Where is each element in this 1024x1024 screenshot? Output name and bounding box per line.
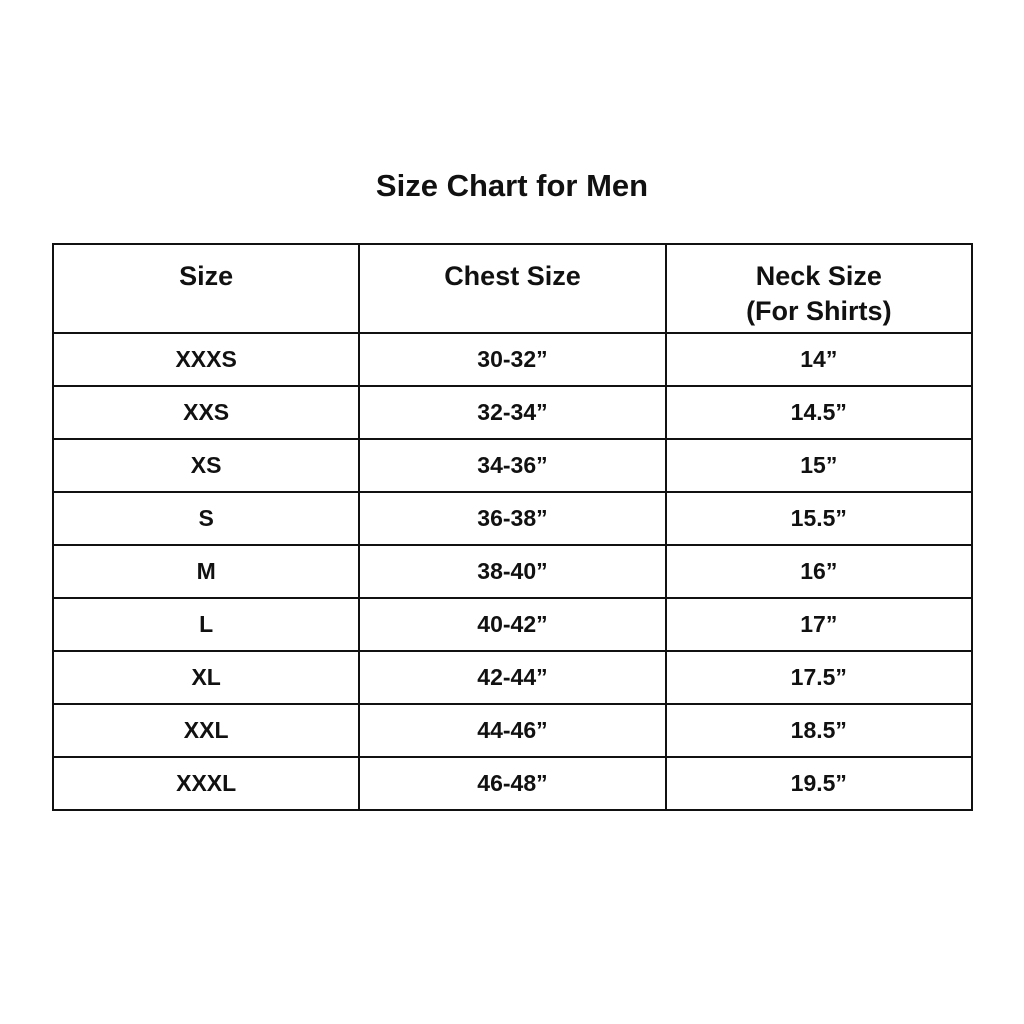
size-cell: XXS: [51, 385, 361, 440]
neck-cell: 19.5”: [664, 756, 974, 811]
header-neck-sublabel: (For Shirts): [746, 296, 892, 326]
size-table: Size Chest Size Neck Size (For Shirts) XX…: [51, 243, 974, 811]
size-cell: S: [51, 491, 361, 546]
table-row: XXXS 30-32” 14”: [51, 332, 974, 387]
header-neck-label: Neck Size: [755, 261, 882, 291]
neck-cell: 15”: [664, 438, 974, 493]
chest-cell: 34-36”: [358, 438, 667, 493]
chest-cell: 42-44”: [358, 650, 667, 705]
table-row: XXL 44-46” 18.5”: [51, 703, 974, 758]
neck-cell: 15.5”: [664, 491, 974, 546]
chest-cell: 32-34”: [358, 385, 667, 440]
table-row: L 40-42” 17”: [51, 597, 974, 652]
neck-cell: 18.5”: [664, 703, 974, 758]
table-row: XXS 32-34” 14.5”: [51, 385, 974, 440]
chest-cell: 36-38”: [358, 491, 667, 546]
chest-cell: 46-48”: [358, 756, 667, 811]
size-cell: XS: [51, 438, 361, 493]
header-size: Size: [51, 243, 361, 334]
chest-cell: 44-46”: [358, 703, 667, 758]
size-cell: L: [51, 597, 361, 652]
table-row: M 38-40” 16”: [51, 544, 974, 599]
chest-cell: 30-32”: [358, 332, 667, 387]
neck-cell: 17.5”: [664, 650, 974, 705]
table-row: S 36-38” 15.5”: [51, 491, 974, 546]
neck-cell: 14”: [664, 332, 974, 387]
size-cell: XL: [51, 650, 361, 705]
page-title: Size Chart for Men: [375, 168, 649, 203]
header-row: Size Chest Size Neck Size (For Shirts): [51, 243, 974, 334]
table-row: XS 34-36” 15”: [51, 438, 974, 493]
size-cell: XXXS: [51, 332, 361, 387]
size-cell: M: [51, 544, 361, 599]
header-neck-size: Neck Size (For Shirts): [664, 243, 974, 334]
neck-cell: 14.5”: [664, 385, 974, 440]
size-cell: XXXL: [51, 756, 361, 811]
neck-cell: 16”: [664, 544, 974, 599]
neck-cell: 17”: [664, 597, 974, 652]
chest-cell: 40-42”: [358, 597, 667, 652]
header-chest-size: Chest Size: [358, 243, 667, 334]
table-row: XL 42-44” 17.5”: [51, 650, 974, 705]
table-row: XXXL 46-48” 19.5”: [51, 756, 974, 811]
size-cell: XXL: [51, 703, 361, 758]
chest-cell: 38-40”: [358, 544, 667, 599]
